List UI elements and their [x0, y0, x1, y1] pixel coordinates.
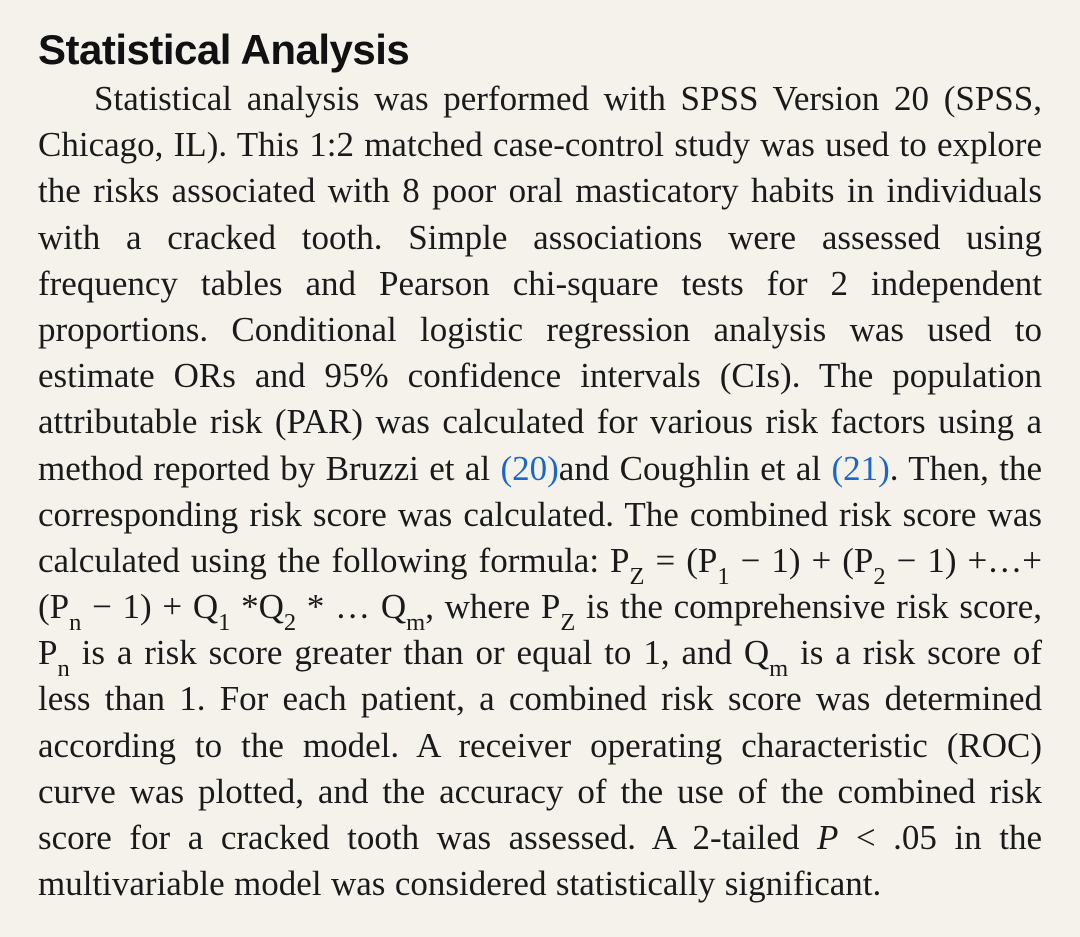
- text-run: *Q: [230, 587, 284, 626]
- subscript: m: [769, 655, 788, 682]
- text-run: − 1) + (P: [730, 541, 874, 580]
- subscript: n: [69, 609, 81, 636]
- text-run: and Coughlin et al: [559, 449, 832, 488]
- text-run: , where P: [425, 587, 560, 626]
- text-run: is a risk score greater than or equal to…: [70, 633, 769, 672]
- page: Statistical Analysis Statistical analysi…: [0, 0, 1080, 937]
- paragraph-body: Statistical analysis was performed with …: [38, 76, 1042, 907]
- subscript: 1: [218, 609, 230, 636]
- text-run: Statistical analysis was performed with …: [38, 79, 1042, 488]
- subscript: 1: [717, 563, 729, 590]
- subscript: Z: [630, 563, 645, 590]
- italic-text: P: [817, 818, 838, 857]
- subscript: 2: [873, 563, 885, 590]
- citation-ref[interactable]: (20): [500, 449, 558, 488]
- text-run: − 1) + Q: [81, 587, 218, 626]
- subscript: Z: [560, 609, 575, 636]
- section-heading: Statistical Analysis: [38, 26, 1042, 74]
- text-run: * … Q: [296, 587, 406, 626]
- subscript: 2: [284, 609, 296, 636]
- subscript: n: [57, 655, 69, 682]
- text-run: = (P: [645, 541, 718, 580]
- citation-ref[interactable]: (21): [831, 449, 889, 488]
- subscript: m: [406, 609, 425, 636]
